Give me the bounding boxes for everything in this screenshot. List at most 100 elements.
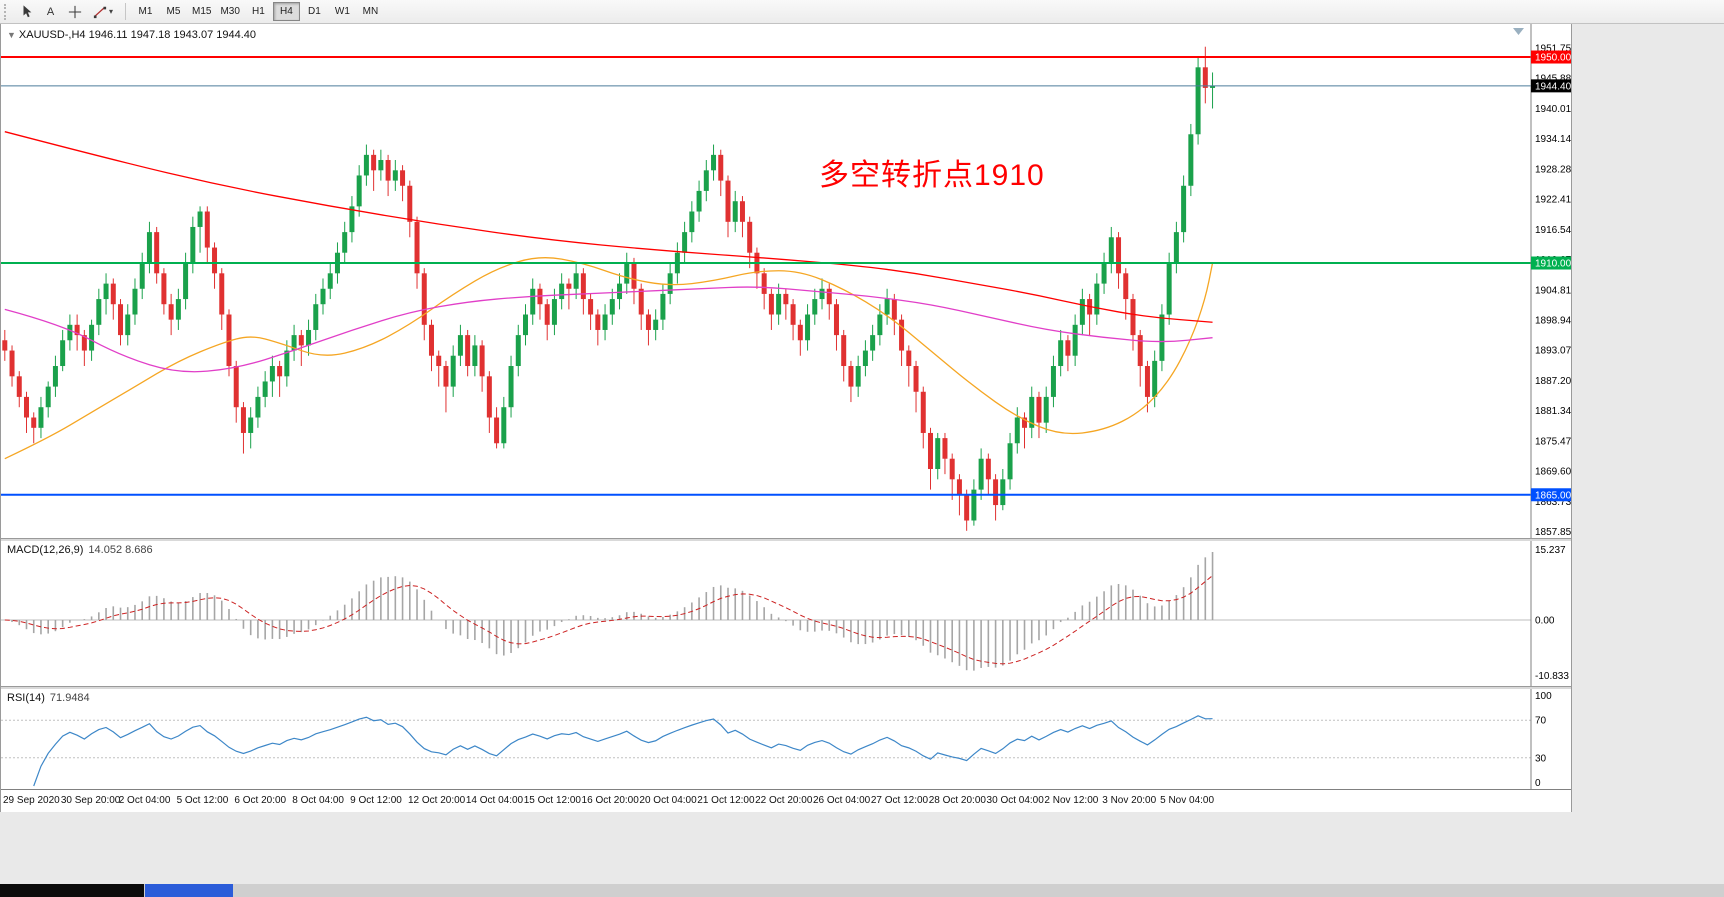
time-axis-label: 16 Oct 20:00: [581, 795, 639, 806]
chart-shift-marker: [1513, 28, 1524, 35]
timeframe-button-m5[interactable]: M5: [160, 2, 187, 21]
svg-text:0.00: 0.00: [1535, 616, 1555, 627]
svg-text:1893.07: 1893.07: [1535, 346, 1572, 357]
timeframe-button-h1[interactable]: H1: [245, 2, 272, 21]
price-badge: [1531, 79, 1571, 93]
toolbar-separator: [125, 3, 126, 20]
svg-text:1916.54: 1916.54: [1535, 225, 1572, 236]
price-badge: [1531, 50, 1571, 64]
price-badge: [1531, 488, 1571, 502]
svg-text:1875.47: 1875.47: [1535, 436, 1572, 447]
text-tool-button[interactable]: A: [39, 2, 62, 21]
svg-text:1863.73: 1863.73: [1535, 497, 1572, 508]
ma_red-line: [4, 131, 1213, 323]
timeframe-button-m15[interactable]: M15: [188, 2, 215, 21]
macd-indicator-label: MACD(12,26,9) 14.052 8.686: [7, 544, 153, 556]
svg-text:1944.40: 1944.40: [1535, 81, 1572, 92]
chart-annotation-text: 多空转折点1910: [819, 159, 1045, 192]
ma_orange-line: [4, 257, 1214, 460]
trendline-icon: [93, 5, 107, 19]
time-axis-label: 2 Oct 04:00: [118, 795, 171, 806]
timeframe-button-group: M1 M5 M15 M30 H1 H4 D1 W1 MN: [132, 2, 384, 21]
svg-text:1869.60: 1869.60: [1535, 467, 1572, 478]
toolbar: A ▾ M1 M5 M15 M30 H1 H4 D1 W1 MN: [0, 0, 1724, 24]
panel-separator[interactable]: [1, 686, 1571, 689]
ma_magenta-line: [4, 286, 1213, 373]
time-axis-label: 30 Sep 20:00: [60, 795, 121, 806]
time-axis-label: 21 Oct 12:00: [697, 795, 755, 806]
taskbar: [0, 884, 1724, 897]
time-axis-label: 29 Sep 2020: [3, 795, 60, 806]
crosshair-icon: [68, 5, 82, 19]
time-axis-label: 15 Oct 12:00: [523, 795, 581, 806]
timeframe-button-m30[interactable]: M30: [216, 2, 243, 21]
time-axis-label: 26 Oct 04:00: [812, 795, 871, 806]
main-chart-canvas[interactable]: 1951.75 1945.88 1940.01 1934.14 1928.28 1922.…: [1, 24, 1572, 538]
time-axis-label: 5 Nov 04:00: [1160, 795, 1215, 806]
panel-separator[interactable]: [1, 538, 1571, 541]
svg-text:-10.833: -10.833: [1535, 671, 1569, 682]
macd-signal-line: [4, 575, 1213, 665]
svg-text:1910.00: 1910.00: [1535, 259, 1572, 270]
price-scale[interactable]: [1531, 24, 1571, 789]
crosshair-tool-button[interactable]: [63, 2, 86, 21]
time-axis-label: 12 Oct 20:00: [407, 795, 466, 806]
time-axis[interactable]: 29 Sep 2020 30 Sep 20:00 2 Oct 04:00 5 Oct …: [1, 789, 1571, 812]
svg-text:1904.81: 1904.81: [1535, 285, 1572, 296]
svg-text:1898.94: 1898.94: [1535, 315, 1572, 326]
svg-text:1865.00: 1865.00: [1535, 490, 1572, 501]
timeframe-button-d1[interactable]: D1: [301, 2, 328, 21]
time-axis-label: 6 Oct 20:00: [234, 795, 287, 806]
svg-text:1940.01: 1940.01: [1535, 104, 1572, 115]
rsi-line: [33, 715, 1213, 787]
svg-text:1951.75: 1951.75: [1535, 44, 1572, 55]
taskbar-button[interactable]: [0, 884, 144, 897]
collapse-arrow-icon[interactable]: ▼: [7, 30, 16, 40]
time-axis-label: 22 Oct 20:00: [755, 795, 813, 806]
timeframe-button-m1[interactable]: M1: [132, 2, 159, 21]
rsi-panel-canvas[interactable]: 100 70 30 0: [1, 689, 1572, 789]
svg-text:30: 30: [1535, 753, 1547, 764]
chart-title: ▼ XAUUSD-,H4 1946.11 1947.18 1943.07 1944…: [7, 29, 256, 41]
chart-window: 1951.75 1945.88 1940.01 1934.14 1928.28 1922.…: [0, 24, 1572, 812]
chevron-down-icon: ▾: [108, 7, 113, 16]
svg-text:1881.34: 1881.34: [1535, 406, 1572, 417]
macd-label-text: MACD(12,26,9): [7, 544, 84, 556]
rsi-indicator-label: RSI(14) 71.9484: [7, 692, 90, 704]
chart-title-text: XAUUSD-,H4 1946.11 1947.18 1943.07 1944.…: [18, 29, 257, 41]
time-axis-label: 28 Oct 20:00: [928, 795, 986, 806]
svg-text:1934.14: 1934.14: [1535, 134, 1572, 145]
rsi-value-text: 71.9484: [49, 692, 90, 704]
time-axis-label: 30 Oct 04:00: [986, 795, 1044, 806]
svg-text:1945.88: 1945.88: [1535, 74, 1572, 85]
time-axis-label: 27 Oct 12:00: [870, 795, 929, 806]
time-axis-label: 8 Oct 04:00: [292, 795, 344, 806]
taskbar-button[interactable]: [145, 884, 233, 897]
time-axis-label: 2 Nov 12:00: [1044, 795, 1099, 806]
timeframe-button-w1[interactable]: W1: [329, 2, 356, 21]
time-axis-label: 9 Oct 12:00: [350, 795, 402, 806]
cursor-tool-button[interactable]: [15, 2, 38, 21]
time-axis-label: 3 Nov 20:00: [1102, 795, 1157, 806]
svg-text:1887.20: 1887.20: [1535, 376, 1572, 387]
time-axis-label: 5 Oct 12:00: [176, 795, 229, 806]
workspace-background: [0, 812, 1724, 884]
svg-text:15.237: 15.237: [1535, 545, 1566, 556]
macd-values-text: 14.052 8.686: [88, 544, 153, 556]
svg-text:0: 0: [1535, 778, 1541, 789]
draw-tools-dropdown[interactable]: ▾: [87, 2, 119, 21]
toolbar-grip[interactable]: [4, 3, 10, 20]
svg-text:1950.00: 1950.00: [1535, 53, 1572, 64]
macd-histogram: [11, 552, 1214, 671]
rsi-label-text: RSI(14): [7, 692, 45, 704]
timeframe-button-mn[interactable]: MN: [357, 2, 384, 21]
svg-text:1857.85: 1857.85: [1535, 527, 1572, 538]
time-axis-label: 20 Oct 04:00: [639, 795, 697, 806]
timeframe-button-h4[interactable]: H4: [272, 2, 300, 21]
macd-panel-canvas[interactable]: 15.237 0.00 -10.833: [1, 541, 1572, 686]
svg-text:70: 70: [1535, 716, 1547, 727]
svg-text:1928.28: 1928.28: [1535, 164, 1572, 175]
svg-text:100: 100: [1535, 691, 1552, 702]
price-badge: [1531, 256, 1571, 270]
